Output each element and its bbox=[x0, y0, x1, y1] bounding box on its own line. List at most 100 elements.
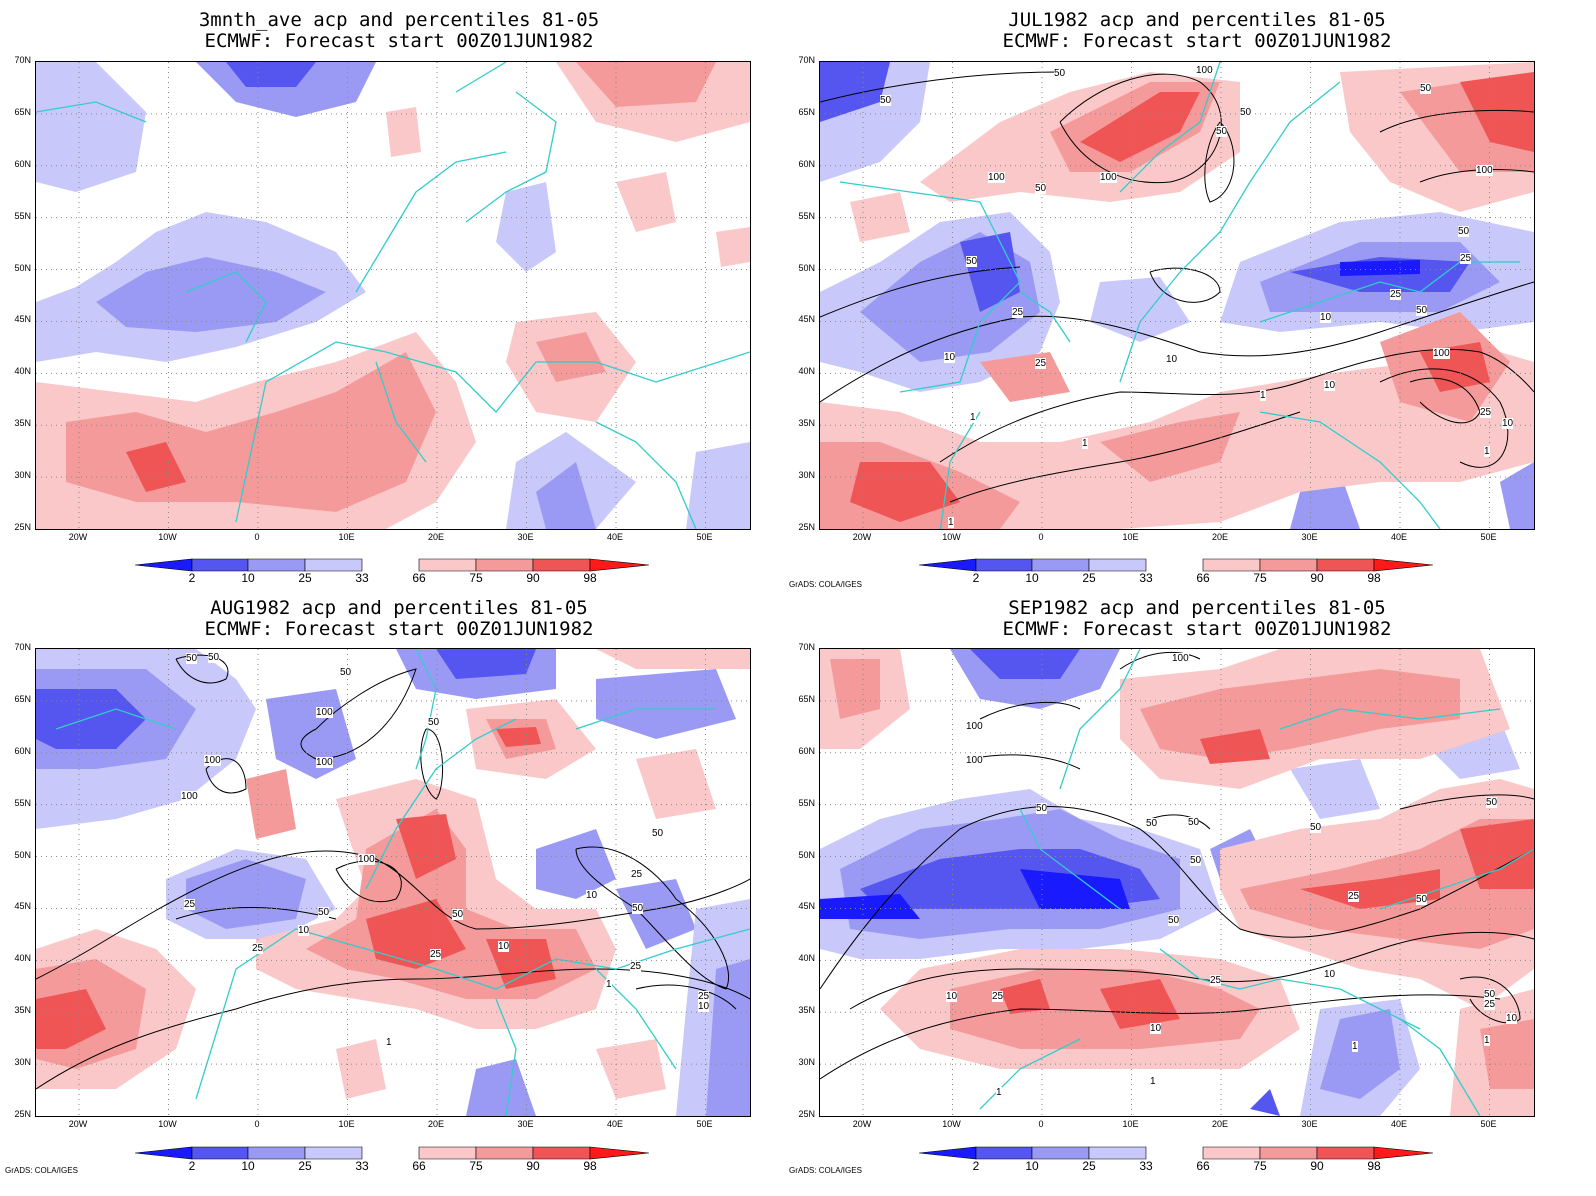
colorbar-swatch-p10 bbox=[191, 558, 249, 572]
contour-label: 10 bbox=[498, 941, 510, 952]
colorbar-swatch-p98 bbox=[589, 1146, 650, 1160]
contour-label: 100 bbox=[181, 791, 198, 802]
colorbar-label: 90 bbox=[1310, 1159, 1324, 1173]
colorbar-label: 25 bbox=[298, 1159, 312, 1173]
panel-title-line1: 3mnth_ave acp and percentiles 81-05 bbox=[198, 9, 600, 31]
lat-tick-label: 50N bbox=[14, 849, 31, 860]
lon-tick-label: 0 bbox=[1038, 532, 1044, 542]
lat-tick-label: 25N bbox=[14, 1109, 31, 1119]
colorbar-swatch-p2 bbox=[135, 1146, 193, 1160]
colorbar-label: 25 bbox=[298, 571, 312, 585]
lat-tick-label: 40N bbox=[798, 953, 815, 964]
colorbar-label: 10 bbox=[1025, 571, 1039, 585]
lon-tick-label: 0 bbox=[254, 1119, 260, 1129]
contour-label: 1 bbox=[1260, 390, 1266, 401]
colorbar-swatch-p25 bbox=[247, 1146, 306, 1160]
colorbar-swatch-p10 bbox=[191, 1146, 249, 1160]
contour-label: 50 bbox=[1036, 803, 1048, 814]
contour-label: 1 bbox=[970, 412, 976, 423]
colorbar-swatch-p10 bbox=[975, 1146, 1033, 1160]
lon-tick-label: 10W bbox=[942, 1119, 961, 1129]
contour-label: 50 bbox=[632, 903, 644, 914]
contour-label: 50 bbox=[1035, 183, 1047, 194]
map-area: 50 50 50 100 50 100 100 100 50 100 25 10… bbox=[35, 648, 751, 1117]
contour-label: 25 bbox=[252, 943, 264, 954]
colorbar-label: 33 bbox=[1139, 571, 1153, 585]
lon-tick-label: 50E bbox=[696, 532, 713, 542]
grid-lines bbox=[36, 649, 750, 1116]
contour-label: 1 bbox=[1082, 438, 1088, 449]
colorbar-swatch-p75 bbox=[475, 1146, 534, 1160]
lat-tick-label: 25N bbox=[798, 522, 815, 532]
contour-label: 50 bbox=[880, 95, 892, 106]
colorbar-swatch-p66 bbox=[1202, 1146, 1261, 1160]
lon-tick-label: 0 bbox=[254, 532, 260, 542]
contour-label: 10 bbox=[1166, 354, 1178, 365]
map-panel-3month: 3mnth_ave acp and percentiles 81-05 ECMW… bbox=[0, 0, 798, 598]
colorbar-swatch-p90 bbox=[1316, 558, 1375, 572]
colorbar-label: 90 bbox=[526, 571, 540, 585]
contour-label: 1 bbox=[606, 979, 612, 990]
lon-tick-label: 20W bbox=[68, 532, 88, 542]
lat-tick-label: 50N bbox=[798, 849, 815, 860]
colorbar-label: 10 bbox=[241, 1159, 255, 1173]
contour-label: 100 bbox=[1196, 65, 1213, 76]
contour-label: 100 bbox=[204, 755, 221, 766]
colorbar-label: 33 bbox=[1139, 1159, 1153, 1173]
contour-label: 50 bbox=[1416, 305, 1428, 316]
lat-tick-label: 55N bbox=[798, 210, 815, 221]
contour-label: 50 bbox=[1310, 822, 1322, 833]
panel-title-line2: ECMWF: Forecast start 00Z01JUN1982 bbox=[1002, 30, 1392, 52]
contour-label: 10 bbox=[586, 890, 598, 901]
contour-label: 25 bbox=[1390, 289, 1402, 300]
contour-label: 100 bbox=[316, 707, 333, 718]
colorbar-label: 2 bbox=[972, 571, 980, 585]
colorbar-label: 66 bbox=[1196, 571, 1210, 585]
grid-lines bbox=[820, 649, 1534, 1116]
colorbar-label: 33 bbox=[355, 571, 369, 585]
lon-tick-label: 20E bbox=[427, 1119, 444, 1129]
lon-tick-label: 30E bbox=[517, 532, 534, 542]
lon-tick-label: 20W bbox=[68, 1119, 88, 1129]
contour-label: 25 bbox=[430, 949, 442, 960]
lat-tick-label: 30N bbox=[14, 1057, 31, 1068]
contour-label: 50 bbox=[1458, 226, 1470, 237]
contour-label: 10 bbox=[1506, 1013, 1518, 1024]
panel-title-line2: ECMWF: Forecast start 00Z01JUN1982 bbox=[204, 30, 594, 52]
colorbar-swatch-p90 bbox=[532, 558, 591, 572]
contour-label: 50 bbox=[1146, 818, 1158, 829]
contour-label: 10 bbox=[1324, 969, 1336, 980]
lat-tick-label: 60N bbox=[14, 745, 31, 756]
contour-label: 100 bbox=[1476, 165, 1493, 176]
contour-label: 50 bbox=[1054, 68, 1066, 79]
lon-tick-label: 30E bbox=[1301, 1119, 1318, 1129]
lat-tick-label: 70N bbox=[798, 642, 815, 652]
lat-tick-label: 65N bbox=[14, 693, 31, 704]
colorbar-swatch-p98 bbox=[1373, 1146, 1434, 1160]
contour-label: 100 bbox=[1100, 172, 1117, 183]
colorbar-swatch-p2 bbox=[919, 558, 977, 572]
lat-tick-label: 50N bbox=[798, 262, 815, 273]
lat-tick-label: 50N bbox=[14, 262, 31, 273]
lon-tick-label: 30E bbox=[1301, 532, 1318, 542]
colorbar bbox=[135, 1146, 650, 1160]
contour-label: 25 bbox=[1480, 407, 1492, 418]
colorbar bbox=[919, 558, 1434, 572]
lon-tick-label: 40E bbox=[1390, 1119, 1407, 1129]
contour-label: 10 bbox=[298, 925, 310, 936]
map-panel-jul1982: JUL1982 acp and percentiles 81-05 ECMWF:… bbox=[798, 0, 1596, 598]
lat-tick-label: 45N bbox=[798, 314, 815, 325]
colorbar-label: 90 bbox=[1310, 571, 1324, 585]
contour-label: 100 bbox=[966, 755, 983, 766]
colorbar-label: 75 bbox=[469, 571, 483, 585]
lon-tick-label: 10W bbox=[942, 532, 961, 542]
lon-tick-label: 10W bbox=[158, 532, 177, 542]
grads-credit: GrADS: COLA/IGES bbox=[789, 1166, 862, 1175]
colorbar-swatch-p2 bbox=[919, 1146, 977, 1160]
lat-tick-label: 30N bbox=[798, 470, 815, 481]
contour-label: 1 bbox=[1150, 1076, 1156, 1087]
contour-label: 25 bbox=[1348, 891, 1360, 902]
colorbar-label: 75 bbox=[1253, 571, 1267, 585]
contour-label: 50 bbox=[1420, 83, 1432, 94]
contour-label: 50 bbox=[318, 907, 330, 918]
